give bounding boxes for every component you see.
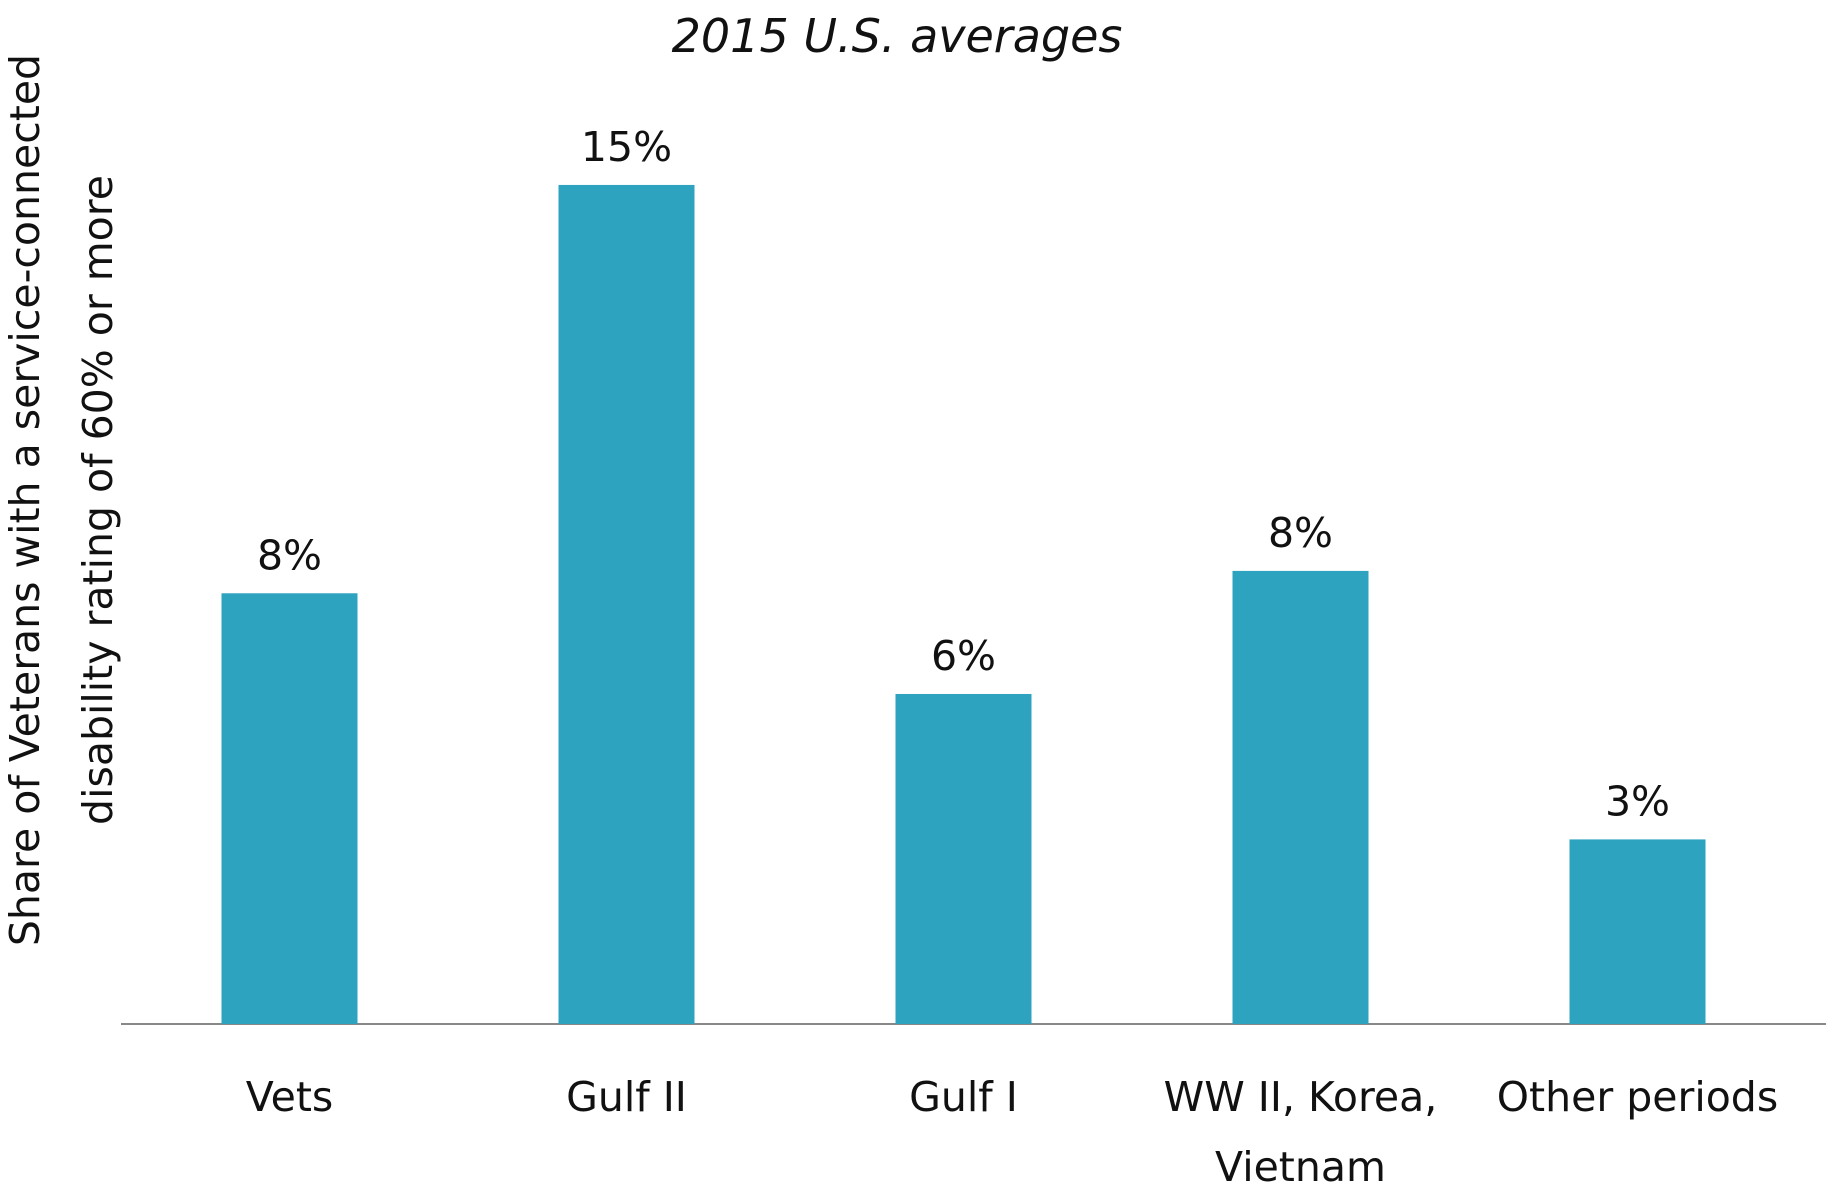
x-tick-label: Other periods — [1496, 1073, 1779, 1121]
chart-title: 2015 U.S. averages — [672, 9, 1123, 63]
x-tick-label: Gulf II — [566, 1073, 687, 1121]
x-tick-label: WW II, Korea, Vietnam — [1163, 1073, 1438, 1191]
bar — [895, 693, 1032, 1024]
bar — [1232, 570, 1369, 1024]
x-tick-label: Gulf I — [909, 1073, 1018, 1121]
data-label: 8% — [257, 531, 322, 579]
bar — [221, 593, 358, 1024]
bar — [558, 184, 695, 1024]
bar — [1569, 839, 1706, 1024]
data-label: 3% — [1605, 777, 1670, 825]
x-tick-label: Vets — [245, 1073, 334, 1121]
y-axis-label: Share of Veterans with a service-connect… — [1, 53, 122, 947]
data-label: 15% — [581, 123, 672, 171]
data-label: 6% — [931, 632, 996, 680]
data-label: 8% — [1268, 509, 1333, 557]
